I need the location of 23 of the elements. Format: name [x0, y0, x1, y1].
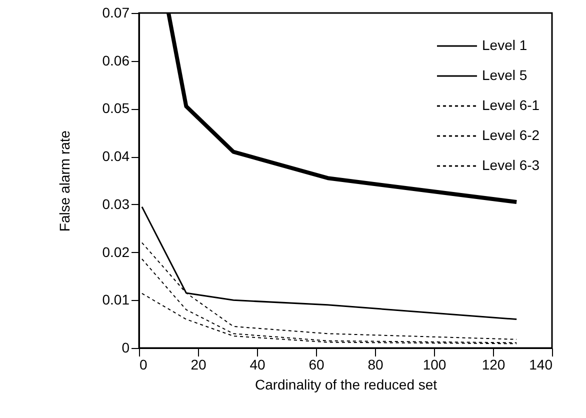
x-tick-label: 20	[190, 356, 206, 372]
legend-label: Level 1	[482, 37, 528, 53]
legend-label: Level 6-2	[482, 127, 540, 143]
legend-label: Level 6-3	[482, 157, 540, 173]
x-tick-label: 140	[529, 356, 553, 372]
y-tick-label: 0.06	[102, 52, 130, 68]
y-tick-label: 0.04	[102, 148, 130, 164]
y-tick-label: 0.02	[102, 244, 130, 260]
legend-label: Level 5	[482, 67, 528, 83]
y-tick-label: 0	[122, 340, 130, 356]
x-tick-label: 0	[140, 356, 148, 372]
legend-label: Level 6-1	[482, 97, 540, 113]
x-tick-label: 120	[482, 356, 506, 372]
x-tick-label: 80	[368, 356, 384, 372]
x-axis-title: Cardinality of the reduced set	[254, 376, 438, 392]
x-tick-label: 40	[250, 356, 266, 372]
y-axis-title: False alarm rate	[56, 130, 72, 232]
y-tick-label: 0.05	[102, 100, 130, 116]
y-tick-label: 0.07	[102, 4, 130, 20]
y-tick-label: 0.03	[102, 196, 130, 212]
x-tick-label: 100	[422, 356, 446, 372]
x-tick-label: 60	[308, 356, 324, 372]
y-tick-label: 0.01	[102, 292, 130, 308]
